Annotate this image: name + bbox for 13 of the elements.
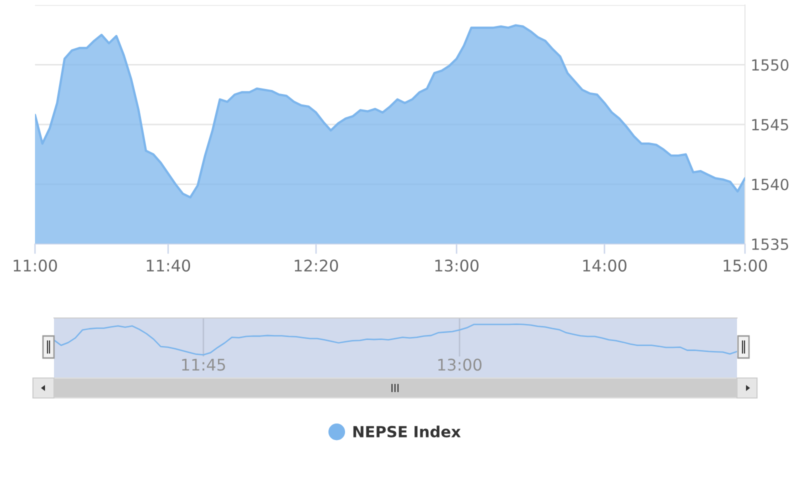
x-tick-label: 11:00 xyxy=(14,260,57,272)
y-tick-label: 1545 xyxy=(752,119,788,131)
x-tick-label: 11:40 xyxy=(146,260,190,272)
y-tick-label: 1550 xyxy=(752,59,788,71)
x-tick-label: 15:00 xyxy=(724,260,767,272)
y-tick-label: 1540 xyxy=(752,178,788,190)
x-tick-label: 13:00 xyxy=(438,358,482,371)
y-tick-label: 1535 xyxy=(752,238,788,250)
legend-label: NEPSE Index xyxy=(353,426,461,438)
x-tick-label: 12:20 xyxy=(294,260,338,272)
x-tick-label: 14:00 xyxy=(583,260,626,272)
x-tick-label: 13:00 xyxy=(435,260,479,272)
x-tick-label: 11:45 xyxy=(182,358,226,371)
